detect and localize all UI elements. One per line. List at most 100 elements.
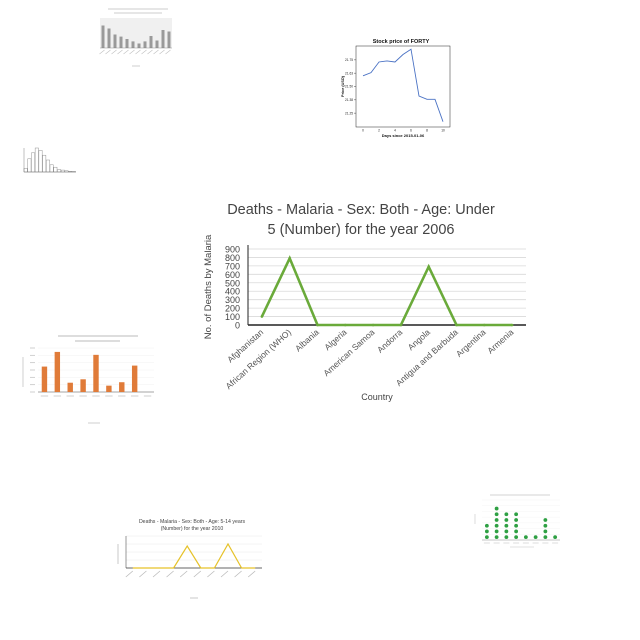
x-tick-label-glyph xyxy=(105,49,111,55)
bar xyxy=(93,354,99,392)
x-tick-label-glyph xyxy=(129,49,135,55)
bar xyxy=(107,28,111,48)
series-line xyxy=(362,48,444,122)
bar xyxy=(131,365,138,392)
dot xyxy=(484,535,489,540)
x-tick-label: 6 xyxy=(410,129,412,133)
data-point xyxy=(288,256,291,260)
x-tick-label: 0 xyxy=(362,129,364,133)
dot xyxy=(514,529,519,534)
y-tick-label: 400 xyxy=(225,287,240,297)
dot xyxy=(494,529,499,534)
gray-histogram-svg xyxy=(23,147,76,173)
gray-bar-chart-top xyxy=(88,6,178,70)
orange-bar-chart xyxy=(20,332,158,428)
bar xyxy=(34,147,39,173)
dot xyxy=(494,512,499,517)
bar xyxy=(67,382,73,392)
y-tick-label: 800 xyxy=(225,253,240,263)
data-point xyxy=(260,315,264,318)
x-tick-label-glyph xyxy=(220,570,229,578)
y-tick-label: 21.75 xyxy=(345,58,353,62)
y-tick-label: 600 xyxy=(225,270,240,280)
y-tick-label: 21.63 xyxy=(345,71,353,75)
y-tick-label: 700 xyxy=(225,261,240,271)
bar xyxy=(143,41,147,48)
y-tick-label: 0 xyxy=(235,321,240,331)
bar xyxy=(46,159,50,173)
x-tick-label: Albania xyxy=(293,327,321,354)
data-point xyxy=(455,323,458,327)
bar xyxy=(23,168,28,173)
bar xyxy=(106,385,112,392)
y-tick-label: 21.25 xyxy=(345,111,353,115)
chart-title-line: Deaths - Malaria - Sex: Both - Age: 5-14… xyxy=(139,519,246,525)
bar xyxy=(113,34,117,48)
series-line xyxy=(260,255,513,327)
dot xyxy=(494,535,499,540)
stock-svg: Stock price of FORTY 21.75 21.63 21.50 21.38… xyxy=(341,39,451,138)
dot xyxy=(523,535,528,540)
x-tick-label-glyph xyxy=(234,570,242,578)
dot xyxy=(543,535,548,540)
dot xyxy=(553,535,558,540)
bar xyxy=(101,25,105,48)
data-point xyxy=(316,323,319,327)
x-tick-label-glyph xyxy=(179,570,188,578)
bar xyxy=(155,40,159,48)
x-axis-label: Country xyxy=(361,392,393,402)
x-tick-label-glyph xyxy=(135,49,141,55)
dot xyxy=(504,529,509,534)
y-tick-label: 300 xyxy=(225,295,240,305)
bar xyxy=(60,169,65,173)
bar xyxy=(57,169,61,173)
dot xyxy=(514,518,519,522)
dot xyxy=(514,523,519,528)
bar xyxy=(42,154,47,173)
malaria-under5-chart: Deaths - Malaria - Sex: Both - Age: Unde… xyxy=(196,196,536,411)
x-tick-label-glyph xyxy=(125,570,134,578)
x-tick-label-glyph xyxy=(207,570,215,578)
bar xyxy=(31,152,35,173)
plot-background xyxy=(100,18,172,48)
bar xyxy=(119,36,123,48)
x-tick-label-glyph xyxy=(165,49,171,55)
x-tick-label: American Samoa xyxy=(321,327,376,378)
bar xyxy=(149,36,153,48)
bar xyxy=(53,166,58,173)
x-tick-label: 10 xyxy=(441,129,445,133)
dot xyxy=(533,535,538,540)
bar xyxy=(27,158,32,173)
chart-title: Stock price of FORTY xyxy=(373,39,430,45)
bar xyxy=(119,382,125,392)
data-point xyxy=(371,323,375,327)
y-tick-label: 100 xyxy=(225,312,240,322)
x-axis-label: Days since 2015-01-06 xyxy=(382,133,425,138)
gray-histogram-left xyxy=(18,142,80,178)
x-tick-label-glyph xyxy=(141,49,147,55)
y-axis-label: No. of Deaths by Malaria xyxy=(203,234,214,339)
bar xyxy=(80,379,86,392)
malaria-5-14-chart: Deaths - Malaria - Sex: Both - Age: 5-14… xyxy=(112,514,266,604)
x-tick-label-glyph xyxy=(159,49,165,55)
dot xyxy=(514,535,519,540)
x-tick-label-glyph xyxy=(123,49,129,55)
stock-chart: Stock price of FORTY 21.75 21.63 21.50 21.38… xyxy=(340,36,455,144)
bar xyxy=(137,43,141,48)
dot xyxy=(543,518,548,522)
bar xyxy=(167,31,171,48)
bar xyxy=(161,30,165,48)
plot-frame xyxy=(355,45,451,128)
y-tick-label: 21.50 xyxy=(345,85,353,89)
series-line xyxy=(132,542,256,569)
data-point xyxy=(510,323,514,327)
y-tick-label: 900 xyxy=(225,245,240,255)
x-tick-label: 2 xyxy=(378,129,380,133)
x-tick-label: Andorra xyxy=(375,327,404,355)
dot xyxy=(484,523,489,528)
x-tick-label-glyph xyxy=(99,49,105,55)
x-tick-label: 8 xyxy=(426,129,428,133)
y-tick-label: 200 xyxy=(225,304,240,314)
bar xyxy=(131,41,135,48)
chart-title-line: 5 (Number) for the year 2006 xyxy=(268,222,455,238)
